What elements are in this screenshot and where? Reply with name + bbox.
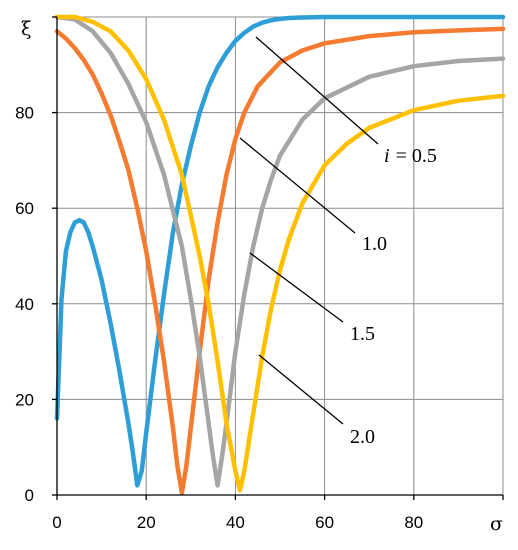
annotation-label-1-5: 1.5 xyxy=(350,323,375,345)
annotation-label-i-0-5: i = 0.5 xyxy=(384,145,437,167)
series-line-2 xyxy=(54,26,506,495)
x-tick-label: 80 xyxy=(404,513,423,532)
annotation-var-i: i xyxy=(384,145,390,167)
annotation-leader-1-5 xyxy=(249,252,344,323)
y-tick-label: 60 xyxy=(15,199,34,218)
x-tick-label: 20 xyxy=(137,513,156,532)
annotation-leader-i-0-5 xyxy=(255,36,379,145)
series-line-4 xyxy=(54,14,506,493)
x-axis-label: σ xyxy=(490,513,503,535)
series-lines xyxy=(54,14,506,495)
y-axis-label: ξ xyxy=(21,18,31,40)
tick-labels: 0 20 40 60 80 0 20 40 60 80 xyxy=(15,104,423,532)
annotation-label-2-0: 2.0 xyxy=(350,426,375,448)
annotation-value-0-5: = 0.5 xyxy=(396,145,437,167)
x-tick-label: 40 xyxy=(226,513,245,532)
annotation-leader-2-0 xyxy=(258,354,344,425)
y-tick-label: 0 xyxy=(25,486,34,505)
series-line-3 xyxy=(54,14,506,488)
x-tick-label: 0 xyxy=(52,513,61,532)
y-tick-label: 40 xyxy=(15,295,34,314)
annotation-leader-1-0 xyxy=(239,137,356,234)
y-tick-label: 80 xyxy=(15,104,34,123)
annotations: i = 0.5 1.0 1.5 2.0 xyxy=(239,36,437,448)
x-tick-label: 60 xyxy=(315,513,334,532)
y-tick-label: 20 xyxy=(15,390,34,409)
series-line-1 xyxy=(54,14,506,488)
annotation-label-1-0: 1.0 xyxy=(362,233,387,255)
grid xyxy=(57,16,504,495)
axes xyxy=(52,16,504,500)
